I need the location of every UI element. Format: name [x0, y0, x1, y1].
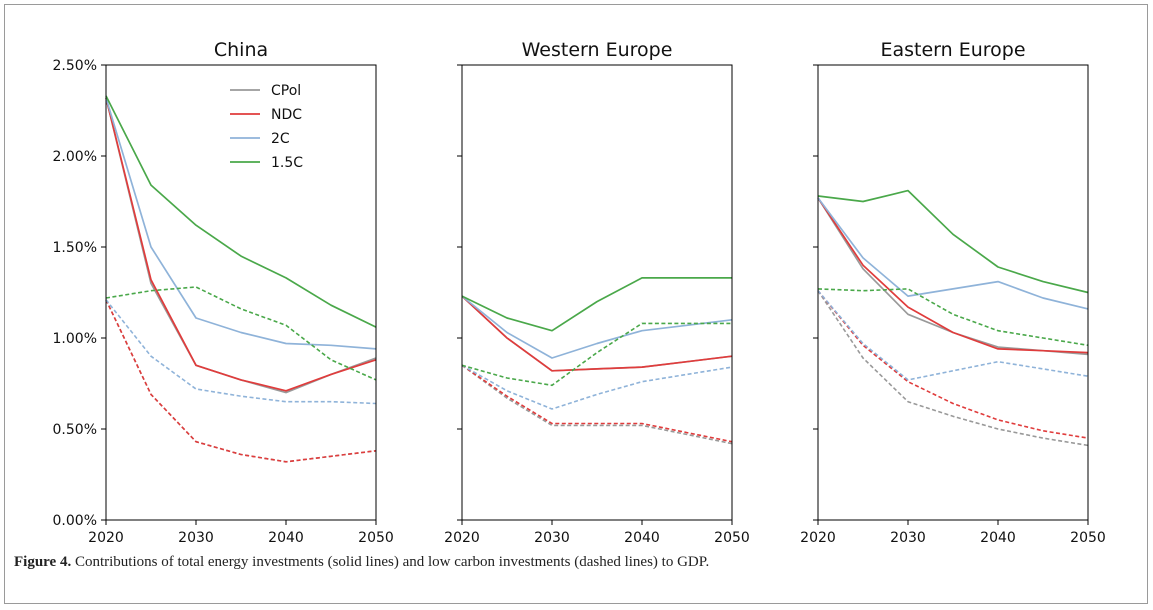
series-line-15c-solid: [461, 277, 732, 332]
series-line-2c-solid: [817, 197, 1089, 310]
axes-frame: [105, 64, 377, 521]
axes-frame: [817, 64, 1089, 521]
x-tick-label: 2040: [980, 530, 1016, 546]
legend-label: CPol: [271, 83, 301, 99]
series-line-15c-dashed: [461, 322, 732, 387]
x-tick-label: 2030: [890, 530, 926, 546]
series-line-ndc-dashed: [105, 299, 377, 463]
x-tick-label: 2040: [624, 530, 660, 546]
series-line-15c-solid: [817, 189, 1089, 294]
y-tick-label: 2.50%: [53, 58, 97, 74]
series-line-ndc-dashed: [461, 364, 733, 443]
series-line-2c-solid: [461, 295, 733, 359]
panel-2: Eastern Europe 2020 2030 2040 2050: [800, 39, 1106, 546]
panel-1: Western Europe 2020 2030 2040 2050: [444, 39, 750, 546]
x-tick-label: 2050: [358, 530, 394, 546]
series-line-ndc-solid: [817, 197, 1089, 354]
series-line-2c-solid: [105, 97, 377, 350]
y-tick-label: 2.00%: [53, 149, 97, 165]
series-line-cpol-dashed: [461, 364, 733, 445]
legend-label: 2C: [271, 131, 290, 147]
series-line-ndc-dashed: [817, 290, 1089, 439]
y-tick-label: 1.00%: [53, 331, 97, 347]
series-line-ndc-solid: [105, 97, 377, 392]
caption-text: Contributions of total energy investment…: [71, 554, 710, 570]
figure-caption: Figure 4. Contributions of total energy …: [14, 554, 1134, 571]
legend: CPol NDC 2C 1.5C: [230, 83, 303, 171]
series-line-cpol-solid: [105, 97, 377, 394]
panel-title: China: [214, 39, 268, 61]
series-line-cpol-solid: [817, 197, 1089, 356]
series-line-15c-dashed: [817, 288, 1089, 347]
axes-frame: [461, 64, 733, 521]
panel-0: China 0.00% 0.50% 1.00% 1.50% 2.00% 2.50% 2020 2…: [53, 39, 394, 546]
y-tick-label: 1.50%: [53, 240, 97, 256]
x-tick-label: 2050: [714, 530, 750, 546]
series-line-15c-solid: [105, 95, 377, 328]
x-tick-label: 2030: [534, 530, 570, 546]
legend-label: 1.5C: [271, 155, 303, 171]
figure-chart: China 0.00% 0.50% 1.00% 1.50% 2.00% 2.50% 2020 2…: [53, 39, 1106, 546]
x-tick-label: 2020: [800, 530, 836, 546]
series-line-ndc-solid: [461, 295, 733, 372]
series-line-2c-dashed: [461, 364, 733, 410]
panel-title: Western Europe: [522, 39, 673, 61]
legend-label: NDC: [271, 107, 302, 123]
x-tick-label: 2040: [268, 530, 304, 546]
series-line-2c-dashed: [817, 290, 1089, 381]
caption-label: Figure 4.: [14, 554, 72, 570]
x-tick-label: 2050: [1070, 530, 1106, 546]
series-line-15c-dashed: [105, 286, 377, 381]
series-line-cpol-dashed: [817, 290, 1089, 447]
y-tick-label: 0.00%: [53, 513, 97, 529]
y-tick-label: 0.50%: [53, 422, 97, 438]
series-line-2c-dashed: [105, 299, 377, 405]
panel-title: Eastern Europe: [880, 39, 1025, 61]
x-tick-label: 2020: [444, 530, 480, 546]
x-tick-label: 2020: [88, 530, 124, 546]
series-line-cpol-dashed: [105, 299, 377, 463]
x-tick-label: 2030: [178, 530, 214, 546]
figure-frame: [4, 4, 1148, 604]
